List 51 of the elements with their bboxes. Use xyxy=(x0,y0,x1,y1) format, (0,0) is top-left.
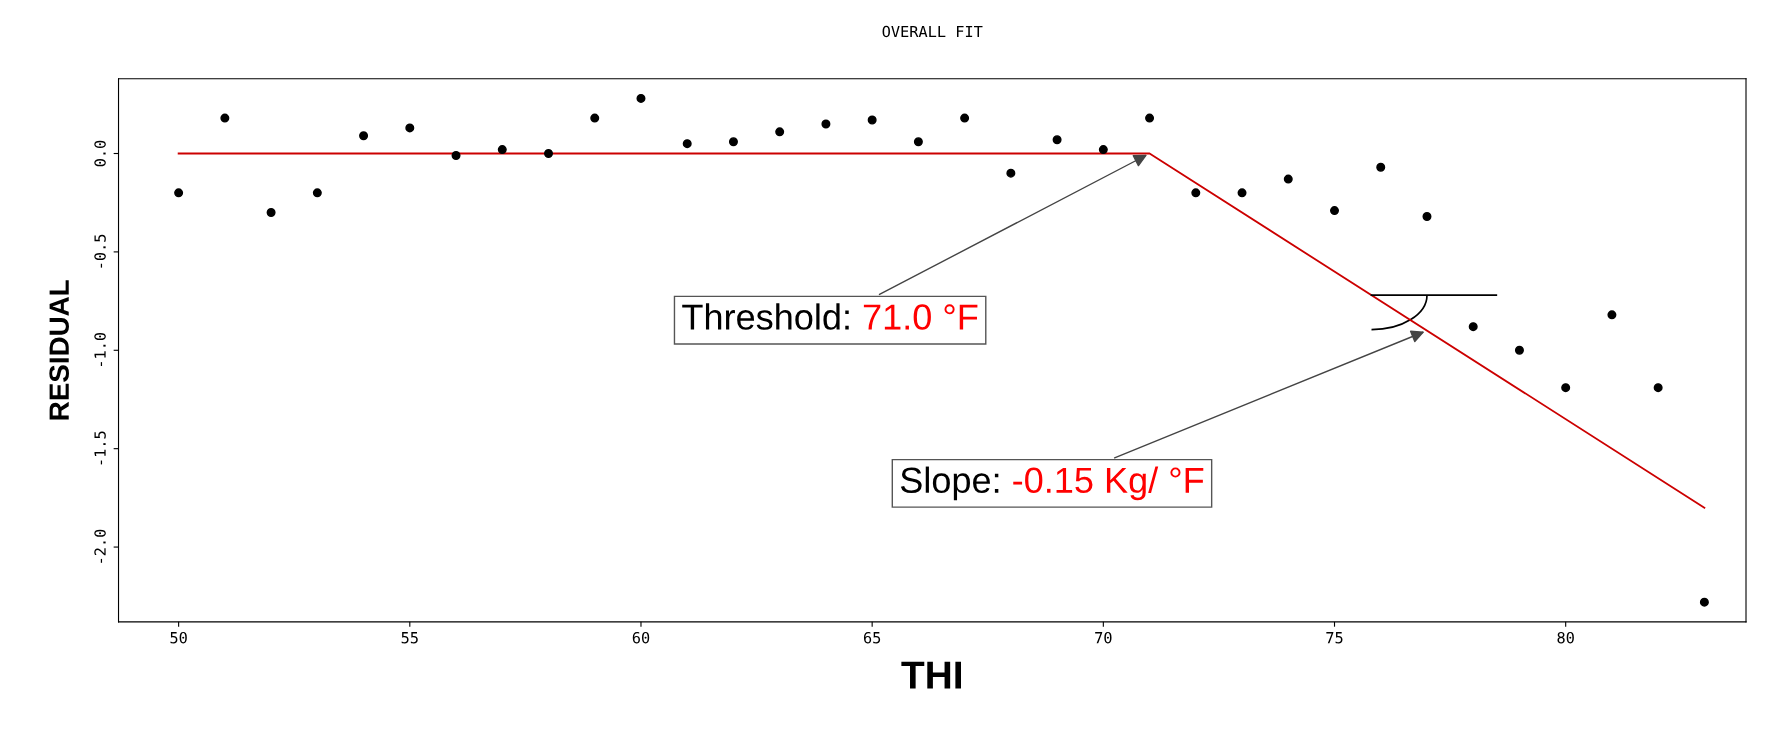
x-tick-label: 65 xyxy=(863,631,881,644)
point xyxy=(1145,113,1155,123)
point xyxy=(1237,188,1247,198)
annotation: Slope: -0.15 Kg/ °F xyxy=(900,466,1204,501)
point xyxy=(1561,383,1571,393)
y-tick-label: -1.0 xyxy=(94,332,106,367)
point xyxy=(1607,310,1617,320)
point xyxy=(220,113,230,123)
x-tick-label: 80 xyxy=(1557,631,1574,644)
point xyxy=(728,137,738,147)
point xyxy=(590,113,600,123)
point xyxy=(1052,135,1062,145)
x-tick-label: 70 xyxy=(1095,631,1112,644)
point xyxy=(682,139,692,149)
point xyxy=(1514,345,1524,355)
point xyxy=(1330,206,1340,216)
annotation: Threshold: 71.0 °F xyxy=(682,303,978,330)
point xyxy=(174,188,184,198)
x-tick-label: 60 xyxy=(632,631,650,644)
point xyxy=(451,150,461,160)
point xyxy=(1699,597,1709,607)
x-axis-title: THI xyxy=(901,661,961,689)
x-tick-label: 75 xyxy=(1326,632,1343,644)
point xyxy=(1376,162,1386,172)
point xyxy=(1283,174,1293,184)
x-tick-label: 50 xyxy=(170,631,187,644)
point xyxy=(1191,188,1201,198)
point xyxy=(359,131,369,141)
x-tick-label: 55 xyxy=(401,632,418,644)
point xyxy=(1422,211,1432,221)
point xyxy=(312,188,322,198)
point xyxy=(497,145,507,155)
y-tick-label: -1.5 xyxy=(94,431,106,465)
y-tick-label: -0.5 xyxy=(94,234,106,268)
point xyxy=(775,127,785,137)
y-tick-label: 0.0 xyxy=(94,140,106,167)
point xyxy=(636,93,646,103)
point xyxy=(960,113,970,123)
point xyxy=(1468,322,1478,332)
point xyxy=(913,137,923,147)
point xyxy=(1006,168,1016,178)
point xyxy=(1098,145,1108,155)
point xyxy=(405,123,415,133)
chart-title: OVERALL FIT xyxy=(882,25,983,38)
point xyxy=(1653,383,1663,393)
y-tick-label: -2.0 xyxy=(94,529,106,563)
point xyxy=(266,208,276,218)
y-axis-title: RESIDUAL xyxy=(49,280,69,420)
point xyxy=(867,115,877,125)
point xyxy=(544,149,554,159)
point xyxy=(821,119,831,129)
